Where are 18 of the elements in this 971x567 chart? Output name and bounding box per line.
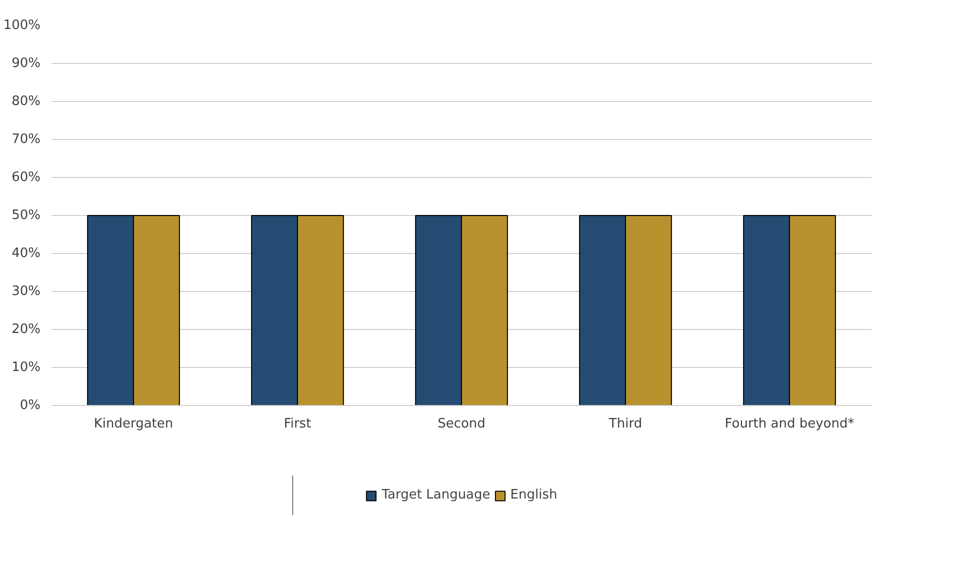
legend-label: English: [510, 488, 558, 502]
x-tick-label: Second: [438, 416, 486, 432]
y-tick-label: 10%: [12, 360, 41, 375]
y-tick-label: 20%: [12, 322, 41, 337]
y-tick-label: 60%: [12, 170, 41, 185]
y-tick-label: 70%: [12, 132, 41, 147]
y-tick-label: 0%: [20, 398, 40, 413]
y-tick-label: 80%: [12, 94, 41, 109]
x-tick-label: Kindergaten: [94, 416, 174, 432]
legend-label: Target Language: [382, 488, 490, 502]
y-tick-label: 100%: [3, 18, 41, 33]
x-tick-label: Third: [608, 416, 642, 432]
y-tick-label: 30%: [12, 284, 41, 299]
y-tick-label: 90%: [12, 56, 41, 71]
y-tick-label: 50%: [12, 208, 41, 223]
y-tick-label: 40%: [12, 246, 41, 261]
x-tick-label: Fourth and beyond*: [724, 416, 855, 432]
x-tick-label: First: [284, 416, 312, 432]
